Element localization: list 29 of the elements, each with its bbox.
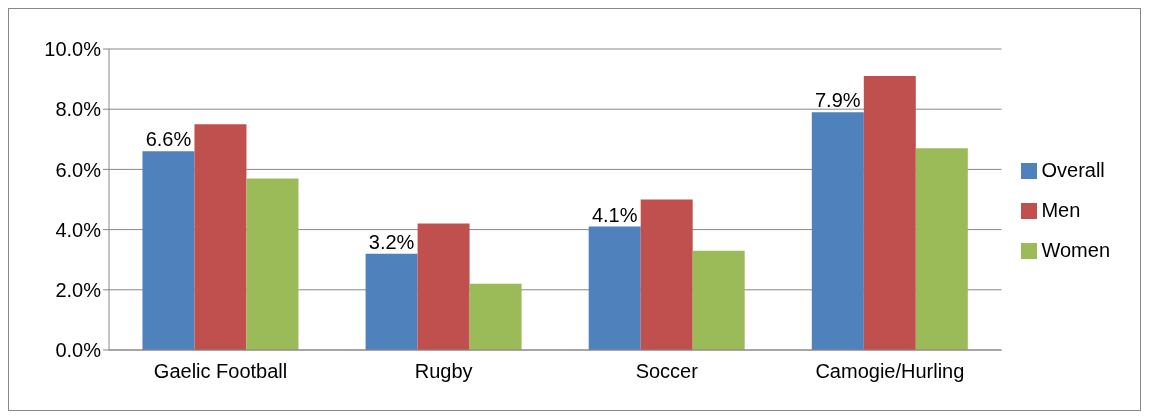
y-tick-label: 0.0% bbox=[55, 339, 102, 362]
legend-label: Women bbox=[1041, 238, 1110, 261]
data-label: 3.2% bbox=[368, 230, 415, 253]
y-tick-label: 8.0% bbox=[55, 98, 102, 121]
bar bbox=[417, 223, 470, 350]
bar bbox=[246, 178, 299, 350]
y-tick-label: 6.0% bbox=[55, 158, 102, 181]
legend-label: Overall bbox=[1041, 158, 1105, 181]
y-tick-label: 2.0% bbox=[55, 278, 102, 301]
x-tick-label: Camogie/Hurling bbox=[815, 360, 965, 383]
data-label: 6.6% bbox=[145, 128, 192, 151]
x-tick-label: Soccer bbox=[635, 360, 699, 383]
bar bbox=[811, 112, 864, 350]
legend-label: Men bbox=[1041, 198, 1081, 221]
bar bbox=[194, 124, 247, 350]
bar bbox=[915, 148, 968, 350]
bar bbox=[692, 250, 745, 350]
bar bbox=[640, 199, 693, 350]
bar bbox=[142, 151, 195, 350]
data-label: 7.9% bbox=[815, 89, 861, 112]
bar bbox=[863, 76, 916, 350]
bar bbox=[588, 226, 641, 350]
y-tick-label: 4.0% bbox=[55, 218, 102, 241]
data-label: 4.1% bbox=[591, 203, 638, 226]
bar bbox=[469, 283, 522, 350]
x-tick-label: Rugby bbox=[414, 360, 473, 383]
x-tick-label: Gaelic Football bbox=[153, 360, 288, 383]
y-tick-label: 10.0% bbox=[44, 38, 102, 61]
bar bbox=[365, 253, 418, 350]
